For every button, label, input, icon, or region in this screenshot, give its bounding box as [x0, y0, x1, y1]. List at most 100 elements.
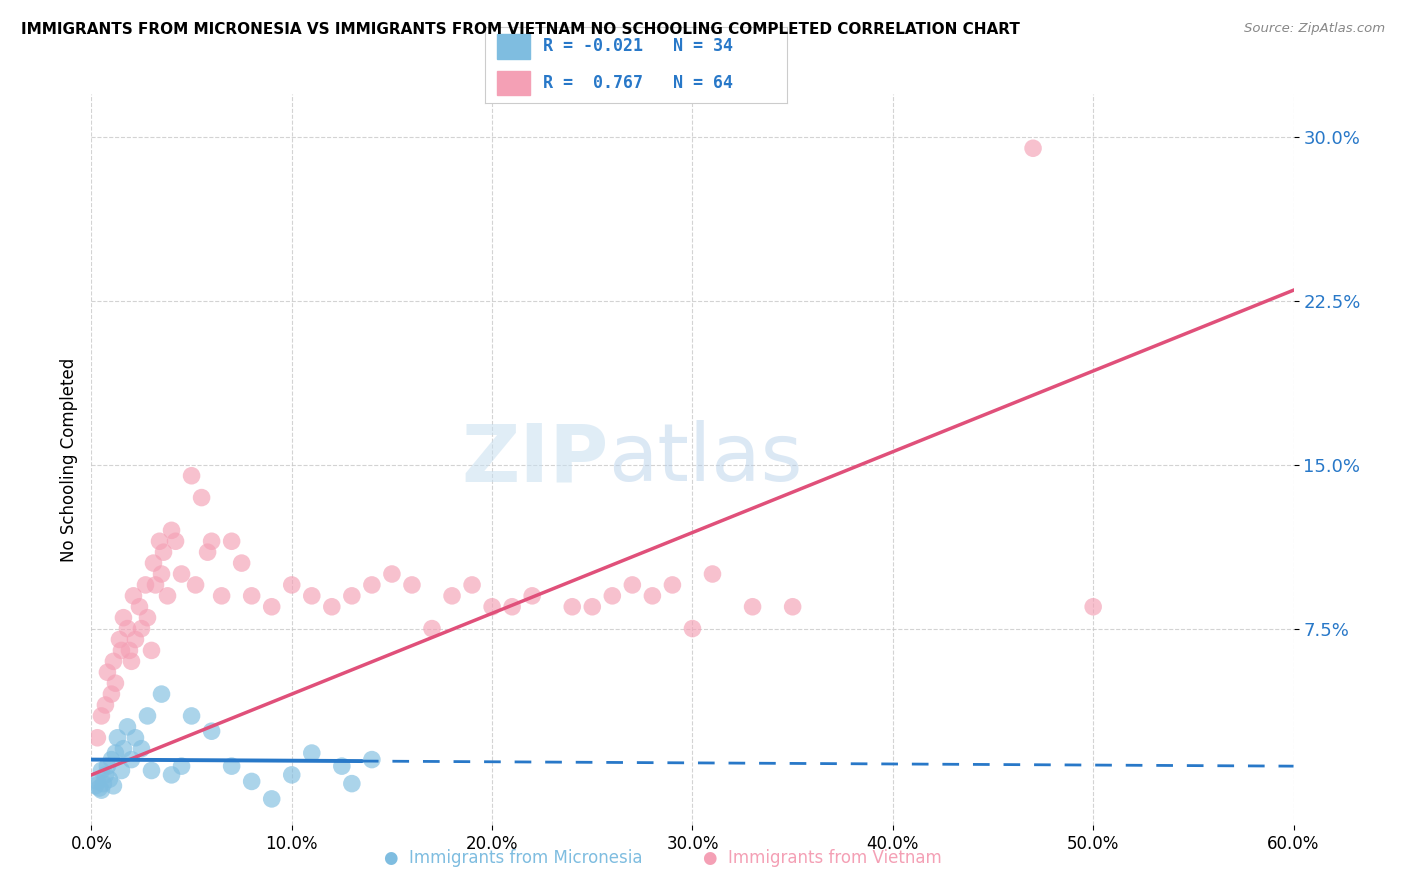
Point: [201, 534, 224, 549]
FancyBboxPatch shape: [498, 70, 530, 95]
Point: [782, 599, 804, 614]
Point: [321, 599, 343, 614]
Point: [156, 589, 179, 603]
Point: [461, 578, 484, 592]
Point: [121, 753, 143, 767]
Point: [741, 599, 763, 614]
Point: [221, 534, 243, 549]
Point: [561, 599, 583, 614]
Point: [131, 622, 153, 636]
Point: [100, 687, 122, 701]
Point: [1083, 599, 1105, 614]
Point: [150, 567, 173, 582]
Point: [170, 567, 193, 582]
Point: [112, 741, 135, 756]
Point: [148, 534, 170, 549]
Point: [98, 772, 121, 787]
Point: [108, 632, 131, 647]
Point: [150, 687, 173, 701]
Text: IMMIGRANTS FROM MICRONESIA VS IMMIGRANTS FROM VIETNAM NO SCHOOLING COMPLETED COR: IMMIGRANTS FROM MICRONESIA VS IMMIGRANTS…: [21, 22, 1019, 37]
Point: [117, 622, 139, 636]
Point: [94, 768, 117, 782]
Point: [84, 779, 107, 793]
Text: Source: ZipAtlas.com: Source: ZipAtlas.com: [1244, 22, 1385, 36]
Point: [481, 599, 503, 614]
Point: [103, 779, 125, 793]
Point: [184, 578, 207, 592]
Point: [211, 589, 233, 603]
Point: [260, 599, 283, 614]
Point: [152, 545, 174, 559]
Point: [360, 578, 382, 592]
Text: ZIP: ZIP: [461, 420, 609, 499]
Point: [142, 556, 165, 570]
Point: [221, 759, 243, 773]
Point: [641, 589, 664, 603]
Point: [136, 709, 159, 723]
Point: [240, 589, 263, 603]
Point: [197, 545, 219, 559]
Point: [110, 764, 132, 778]
Point: [681, 622, 703, 636]
Point: [240, 774, 263, 789]
Point: [124, 632, 146, 647]
Text: ●  Immigrants from Vietnam: ● Immigrants from Vietnam: [703, 849, 942, 867]
Point: [118, 643, 141, 657]
Point: [165, 534, 187, 549]
Point: [501, 599, 523, 614]
Point: [301, 589, 323, 603]
Point: [96, 759, 118, 773]
Point: [381, 567, 404, 582]
Point: [136, 610, 159, 624]
Point: [201, 724, 224, 739]
Point: [90, 709, 112, 723]
Point: [104, 676, 127, 690]
Point: [170, 759, 193, 773]
Point: [96, 665, 118, 680]
Point: [86, 731, 108, 745]
Y-axis label: No Schooling Completed: No Schooling Completed: [59, 358, 77, 561]
Point: [520, 589, 543, 603]
Point: [141, 643, 163, 657]
Point: [94, 698, 117, 712]
Text: ●  Immigrants from Micronesia: ● Immigrants from Micronesia: [384, 849, 643, 867]
Point: [581, 599, 603, 614]
Point: [330, 759, 353, 773]
Point: [281, 768, 304, 782]
Point: [93, 776, 115, 790]
Point: [301, 746, 323, 760]
Point: [441, 589, 464, 603]
Point: [103, 654, 125, 668]
Point: [145, 578, 167, 592]
Point: [1022, 141, 1045, 155]
Point: [86, 774, 108, 789]
Point: [121, 654, 143, 668]
Point: [420, 622, 443, 636]
Point: [117, 720, 139, 734]
Text: R =  0.767   N = 64: R = 0.767 N = 64: [543, 74, 733, 92]
Point: [124, 731, 146, 745]
Point: [160, 524, 183, 538]
Point: [90, 764, 112, 778]
Point: [401, 578, 423, 592]
Point: [260, 792, 283, 806]
Point: [90, 783, 112, 797]
Point: [122, 589, 145, 603]
Point: [112, 610, 135, 624]
Point: [231, 556, 253, 570]
Point: [160, 768, 183, 782]
Text: atlas: atlas: [609, 420, 803, 499]
Point: [340, 589, 363, 603]
Point: [180, 468, 202, 483]
Point: [89, 780, 111, 795]
Point: [134, 578, 156, 592]
Point: [131, 741, 153, 756]
Point: [107, 731, 129, 745]
FancyBboxPatch shape: [498, 34, 530, 59]
Point: [180, 709, 202, 723]
Point: [104, 746, 127, 760]
Point: [128, 599, 150, 614]
Point: [100, 753, 122, 767]
Point: [281, 578, 304, 592]
Point: [661, 578, 683, 592]
